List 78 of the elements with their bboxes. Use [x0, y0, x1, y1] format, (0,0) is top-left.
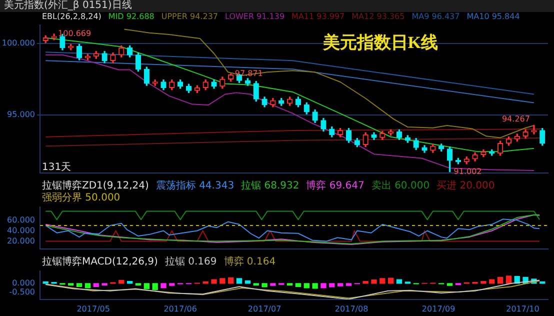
bar — [93, 283, 99, 287]
bar — [236, 278, 242, 284]
x-tick-label: 2017/08 — [334, 304, 368, 314]
y-tick-label: 100.000 — [2, 38, 35, 48]
bar — [489, 279, 495, 284]
bar — [211, 279, 217, 284]
annotation: 97.871 — [234, 68, 263, 78]
bar — [295, 283, 302, 287]
x-tick-label: 2017/09 — [422, 304, 456, 314]
bar — [244, 280, 251, 284]
bar — [286, 283, 293, 286]
text: 买进 20.000 — [436, 180, 495, 192]
bar — [346, 283, 352, 286]
text: 美元指数日K线 — [322, 32, 438, 52]
bar — [169, 283, 175, 286]
y-tick-label: -0.500 — [9, 287, 35, 296]
y-tick-label: 95.000 — [7, 110, 35, 119]
bar — [253, 283, 259, 286]
x-tick-label: 2017/05 — [76, 304, 110, 314]
text: 博弈 0.164 — [224, 256, 276, 268]
text: 博弈 69.647 — [306, 180, 364, 192]
y-tick-label: 60.000 — [7, 215, 35, 224]
bar — [312, 283, 318, 289]
bar — [68, 283, 74, 286]
y-tick-label: 20.000 — [7, 236, 35, 246]
bar — [118, 280, 124, 284]
annotation: 131天 — [42, 162, 72, 173]
bar — [540, 281, 546, 284]
bar — [202, 281, 208, 284]
text: EBL(26,2,8,24) — [42, 12, 102, 22]
text: 拉锯 0.169 — [164, 256, 217, 268]
bar — [144, 283, 150, 290]
bar — [304, 283, 310, 288]
text: MA11 93.997 — [292, 12, 345, 22]
text: LOWER 91.139 — [225, 12, 285, 22]
bar — [362, 280, 368, 284]
y-tick-label: 0.000 — [12, 278, 35, 288]
bar — [388, 278, 394, 284]
bar — [329, 283, 335, 288]
bar — [135, 283, 142, 286]
annotation: 91.002 — [454, 166, 482, 176]
bar — [337, 283, 344, 286]
text: MID 92.688 — [108, 12, 154, 22]
bar — [84, 283, 91, 288]
bar — [160, 283, 166, 288]
ref-line-label: 强弱分界 50.000 — [42, 192, 120, 204]
chart-title: 拉锯博弈ZD1(9,12,24) — [42, 180, 149, 192]
bar — [396, 279, 402, 284]
bar — [126, 280, 133, 284]
series-label: UPPER 94.237 — [161, 12, 218, 22]
bar — [320, 283, 326, 288]
x-tick-label: 2017/10 — [506, 304, 540, 314]
y-tick-label: 40.000 — [7, 226, 35, 235]
text: MA10 95.844 — [466, 12, 520, 22]
annotation: 94.267 — [502, 114, 530, 124]
bar — [371, 280, 377, 284]
text: MA9 96.437 — [412, 12, 460, 22]
bar — [152, 283, 158, 290]
bar — [262, 283, 268, 288]
bar — [506, 276, 512, 284]
bar — [102, 283, 108, 286]
bar — [76, 283, 82, 287]
chart-title: 拉锯博弈MACD(12,26,9) — [42, 256, 158, 268]
bar — [42, 281, 48, 284]
bar — [220, 278, 226, 284]
annotation: 100.669 — [58, 29, 92, 38]
text: 拉锯 68.932 — [241, 180, 300, 192]
text: MA12 93.365 — [352, 12, 405, 22]
x-tick-label: 2017/06 — [164, 304, 197, 314]
bar — [228, 277, 234, 284]
bar — [497, 276, 504, 284]
bar — [446, 283, 453, 286]
series-label: 卖出 60.000 — [371, 180, 430, 192]
x-tick-label: 2017/07 — [248, 304, 282, 314]
text: 震荡指标 44.343 — [156, 180, 234, 192]
bar — [480, 280, 486, 284]
bar — [380, 278, 386, 284]
bar — [270, 283, 276, 286]
